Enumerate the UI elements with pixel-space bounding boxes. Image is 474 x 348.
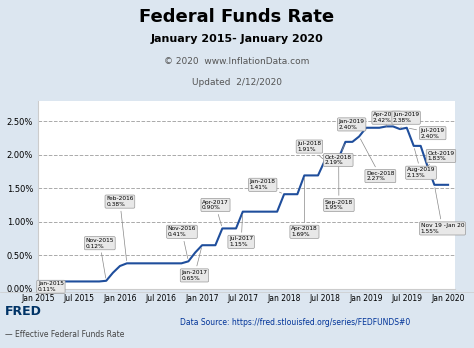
Text: Oct-2019
1.83%: Oct-2019 1.83% xyxy=(428,151,455,166)
Text: Aug-2019
2.13%: Aug-2019 2.13% xyxy=(407,149,435,178)
Text: Apr-2018
1.69%: Apr-2018 1.69% xyxy=(291,178,318,237)
Text: — Effective Federal Funds Rate: — Effective Federal Funds Rate xyxy=(5,330,124,339)
Text: Feb-2016
0.38%: Feb-2016 0.38% xyxy=(106,196,134,261)
Text: Sep-2018
1.95%: Sep-2018 1.95% xyxy=(325,161,353,210)
Text: Apr-2017
0.90%: Apr-2017 0.90% xyxy=(202,199,229,226)
Text: Jul-2019
2.40%: Jul-2019 2.40% xyxy=(410,128,445,139)
Text: Data Source: https://fred.stlouisfed.org/series/FEDFUNDS#0: Data Source: https://fred.stlouisfed.org… xyxy=(180,318,410,327)
Text: Nov-2015
0.12%: Nov-2015 0.12% xyxy=(85,238,114,278)
Text: January 2015- January 2020: January 2015- January 2020 xyxy=(151,34,323,44)
Text: Updated  2/12/2020: Updated 2/12/2020 xyxy=(192,78,282,87)
Text: Jan-2019
2.40%: Jan-2019 2.40% xyxy=(339,119,365,130)
Text: Jan-2015
0.11%: Jan-2015 0.11% xyxy=(38,282,64,292)
Text: Apr-2019
2.42%: Apr-2019 2.42% xyxy=(373,112,400,126)
Text: Federal Funds Rate: Federal Funds Rate xyxy=(139,8,335,26)
Text: Nov-2016
0.41%: Nov-2016 0.41% xyxy=(168,227,196,259)
Text: Dec-2018
2.27%: Dec-2018 2.27% xyxy=(360,139,394,182)
Text: Jan-2017
0.65%: Jan-2017 0.65% xyxy=(182,248,208,281)
Text: Oct-2018
2.19%: Oct-2018 2.19% xyxy=(325,144,352,165)
Text: FRED: FRED xyxy=(5,305,42,318)
Text: Nov 19 -Jan 20
1.55%: Nov 19 -Jan 20 1.55% xyxy=(420,188,465,234)
Text: Jan-2018
1.41%: Jan-2018 1.41% xyxy=(250,180,282,193)
Text: Jul-2017
1.15%: Jul-2017 1.15% xyxy=(229,214,253,247)
Text: Jul-2018
1.91%: Jul-2018 1.91% xyxy=(297,141,323,159)
Text: Jun-2019
2.38%: Jun-2019 2.38% xyxy=(393,112,419,129)
Text: © 2020  www.InflationData.com: © 2020 www.InflationData.com xyxy=(164,56,310,65)
